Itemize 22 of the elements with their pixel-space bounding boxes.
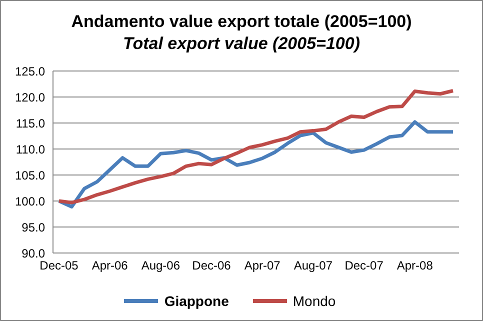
x-tick-label: Aug-07 (294, 258, 333, 273)
legend-label: Mondo (292, 293, 336, 309)
legend-label: Giappone (164, 293, 229, 309)
y-tick-label: 90.0 (22, 246, 46, 260)
y-tick-label: 120.0 (14, 90, 46, 104)
x-tick-label: Apr-06 (92, 258, 128, 273)
chart-subtitle: Total export value (2005=100) (122, 33, 361, 55)
x-tick-label: Dec-06 (192, 258, 232, 273)
line-series (57, 89, 455, 204)
x-tick-label: Dec-05 (40, 258, 79, 273)
y-tick-label: 100.0 (14, 194, 46, 208)
line-series (57, 120, 455, 208)
y-tick-label: 115.0 (16, 116, 46, 130)
y-tick-label: 125.0 (14, 64, 46, 78)
x-tick-label: Aug-06 (141, 258, 180, 273)
chart-title: Andamento value export totale (2005=100) (70, 11, 413, 33)
y-tick-label: 110.0 (16, 142, 46, 156)
y-tick-label: 105.0 (14, 168, 46, 182)
y-tick-label: 95.0 (22, 220, 46, 234)
x-tick-label: Apr-08 (396, 258, 434, 273)
x-tick-label: Apr-07 (244, 258, 281, 273)
x-tick-label: Dec-07 (344, 258, 384, 273)
